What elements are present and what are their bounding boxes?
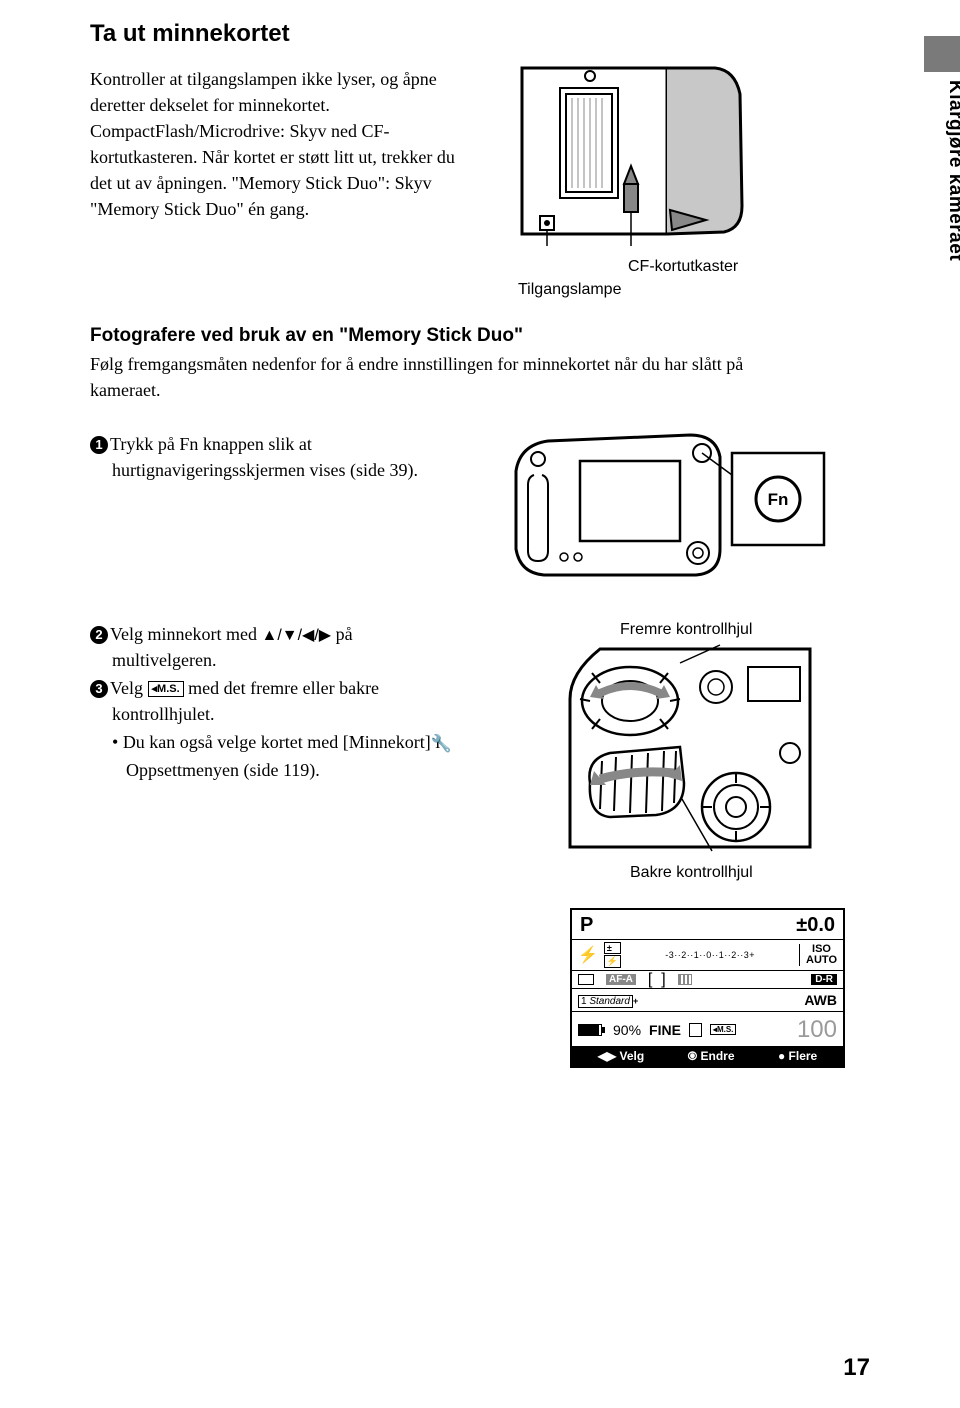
battery-pct: 90%: [613, 1022, 641, 1038]
lcd-ev: ±0.0: [796, 914, 835, 937]
subheading-body: Følg fremgangsmåten nedenfor for å endre…: [90, 351, 780, 403]
lcd-mode: P: [580, 914, 593, 937]
memory-slot-illustration: [520, 66, 750, 246]
dr-icon: D-R: [811, 974, 837, 985]
intro-text: Kontroller at tilgangslampen ikke lyser,…: [90, 66, 470, 301]
step-3-c: kontrollhjulet.: [90, 701, 490, 727]
lcd-row-1: P ±0.0: [572, 910, 843, 939]
front-wheel-label: Fremre kontrollhjul: [620, 621, 870, 639]
lcd-row-3: AF-A [ ] D-R: [572, 970, 843, 988]
drive-icon: [578, 974, 594, 985]
rear-wheel-label: Bakre kontrollhjul: [630, 864, 870, 882]
figure-1-column: CF-kortutkaster Tilgangslampe: [490, 66, 870, 301]
af-mode-icon: AF-A: [606, 974, 636, 985]
subheading: Fotografere ved bruk av en "Memory Stick…: [90, 325, 870, 347]
page-number: 17: [843, 1354, 870, 1382]
wrench-icon: 🔧: [445, 732, 452, 757]
figure-1-labels: CF-kortutkaster Tilgangslampe: [508, 257, 870, 301]
lcd-row-2: ⚡ ± ⚡ -3··2··1··0··1··2··3+ ISO AUTO: [572, 939, 843, 970]
intro-row: Kontroller at tilgangslampen ikke lyser,…: [90, 66, 870, 301]
footer-change: 🞊 Endre: [688, 1049, 735, 1064]
shots-remaining: 100: [797, 1016, 837, 1044]
step-2: 2Velg minnekort med ▲/▼/◀/▶ på multivelg…: [90, 621, 490, 673]
ev-icons: ± ⚡: [604, 942, 621, 968]
step-1-line-b: hurtignavigeringsskjermen vises (side 39…: [90, 457, 480, 483]
control-wheels-illustration: [560, 643, 820, 853]
flash-icon: ⚡: [578, 945, 598, 965]
awb-label: AWB: [804, 992, 837, 1008]
step-2-b: på: [331, 624, 353, 644]
ev-flash-icon: ⚡: [604, 955, 621, 968]
step-2-c: multivelgeren.: [90, 647, 490, 673]
creative-style: 1 Standard+: [578, 993, 638, 1007]
step-3-b: med det fremre eller bakre: [184, 678, 379, 698]
battery-icon: [578, 1024, 605, 1036]
ms-small-icon: ◂M.S.: [710, 1024, 736, 1035]
arrow-icons: ▲/▼/◀/▶: [261, 627, 331, 644]
metering-icon: [678, 974, 692, 985]
bracket-icon: [ ]: [648, 974, 666, 985]
ev-scale: -3··2··1··0··1··2··3+: [627, 950, 793, 960]
right-column-figures: Fremre kontrollhjul: [510, 621, 870, 1068]
access-lamp-label: Tilgangslampe: [518, 280, 870, 301]
ms-icon: ◂M.S.: [148, 681, 184, 697]
quality-label: FINE: [649, 1022, 681, 1038]
step-1-row: 1Trykk på Fn knappen slik at hurtignavig…: [90, 431, 870, 581]
lcd-footer: ◀▶ Velg 🞊 Endre ● Flere: [572, 1046, 843, 1066]
lcd-row-4: 1 Standard+ AWB: [572, 988, 843, 1011]
svg-text:Fn: Fn: [768, 490, 789, 509]
iso-block: ISO AUTO: [799, 944, 837, 966]
cf-eject-label: CF-kortutkaster: [628, 257, 870, 278]
step-number-2: 2: [90, 626, 108, 644]
step-number-3: 3: [90, 680, 108, 698]
lcd-row-5: 90% FINE ◂M.S. 100: [572, 1011, 843, 1046]
step-2-a: Velg minnekort med: [110, 624, 261, 644]
step-3: 3Velg ◂M.S. med det fremre eller bakre k…: [90, 675, 490, 727]
ev-plus-icon: ±: [604, 942, 621, 954]
lcd-panel: P ±0.0 ⚡ ± ⚡ -3··2··1··0··1··2··3+ ISO A…: [570, 908, 845, 1068]
step-1-text: 1Trykk på Fn knappen slik at hurtignavig…: [90, 431, 480, 581]
section-tab-text: Klargjøre kameraet: [944, 80, 960, 261]
footer-more: ● Flere: [778, 1049, 817, 1064]
page-title: Ta ut minnekortet: [90, 20, 870, 48]
section-tab-marker: [924, 36, 960, 72]
step-1-line-a: Trykk på Fn knappen slik at: [110, 434, 312, 454]
bullet-note: • Du kan også velge kortet med [Minnekor…: [90, 729, 490, 783]
bullet-b: Oppsettmenyen (side 119).: [126, 760, 320, 780]
footer-select: ◀▶ Velg: [598, 1049, 644, 1064]
steps-2-3-text: 2Velg minnekort med ▲/▼/◀/▶ på multivelg…: [90, 621, 490, 1068]
fn-button-illustration: Fn: [510, 431, 830, 581]
step-2-3-row: 2Velg minnekort med ▲/▼/◀/▶ på multivelg…: [90, 621, 870, 1068]
step-3-a: Velg: [110, 678, 148, 698]
step-number-1: 1: [90, 436, 108, 454]
bullet-a: Du kan også velge kortet med [Minnekort]…: [123, 732, 445, 752]
card-icon: [689, 1023, 702, 1037]
